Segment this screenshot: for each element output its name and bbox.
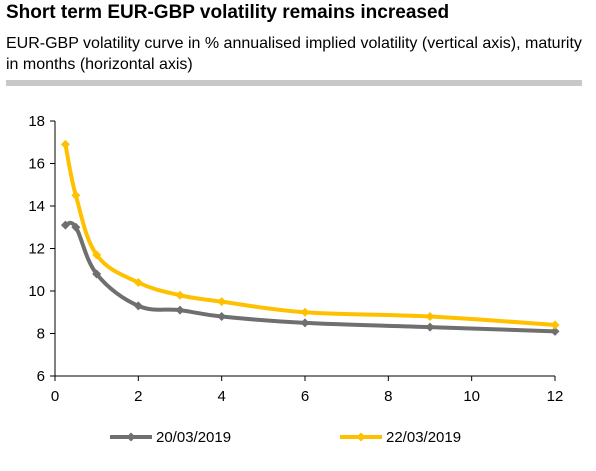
series-line-2: [63, 142, 557, 327]
series-1-point: [133, 301, 143, 311]
series-1-point: [300, 318, 310, 328]
series-layer: [60, 139, 560, 336]
legend-swatch-marker: [356, 432, 366, 442]
series-1-point: [175, 305, 185, 315]
series-2-point: [217, 297, 227, 307]
legend: 20/03/2019 22/03/2019: [110, 429, 461, 446]
x-tick-label: 8: [384, 388, 392, 405]
legend-label: 22/03/2019: [386, 429, 461, 446]
series-1-point: [550, 326, 560, 336]
series-2-point: [175, 290, 185, 300]
x-tick-label: 4: [217, 388, 225, 405]
x-tick-label: 6: [301, 388, 309, 405]
series-line-1: [63, 220, 557, 334]
y-axis-ticks: 6 8 10 12 14 16 18: [28, 113, 55, 385]
y-tick-label: 14: [28, 198, 45, 215]
y-tick-label: 6: [37, 368, 45, 385]
y-tick-label: 10: [28, 283, 45, 300]
x-tick-label: 10: [463, 388, 480, 405]
series-1-point: [71, 222, 81, 232]
series-2-point: [300, 307, 310, 317]
series-1-point: [425, 322, 435, 332]
chart-title: Short term EUR-GBP volatility remains in…: [6, 2, 450, 23]
x-tick-label: 2: [134, 388, 142, 405]
series-2-point: [71, 190, 81, 200]
x-tick-label: 12: [547, 388, 564, 405]
axes: [54, 121, 555, 377]
series-1-point: [92, 269, 102, 279]
title-divider: [6, 80, 582, 86]
legend-label: 20/03/2019: [156, 429, 231, 446]
series-2-point: [425, 312, 435, 321]
series-1-point: [60, 220, 70, 230]
y-tick-label: 18: [28, 113, 45, 130]
series-2-point: [60, 139, 70, 149]
y-tick-label: 16: [28, 156, 45, 173]
series-2-point: [133, 278, 143, 287]
series-2-point: [92, 250, 102, 260]
series-2-point: [550, 320, 560, 330]
x-axis-ticks: 0 2 4 6 8 10 12: [51, 376, 564, 405]
series-1-point: [217, 312, 227, 321]
legend-swatch-marker: [126, 432, 136, 442]
y-tick-label: 8: [37, 326, 45, 343]
x-tick-label: 0: [51, 388, 59, 405]
chart-subtitle: EUR-GBP volatility curve in % annualised…: [6, 35, 582, 73]
y-tick-label: 12: [28, 241, 45, 258]
